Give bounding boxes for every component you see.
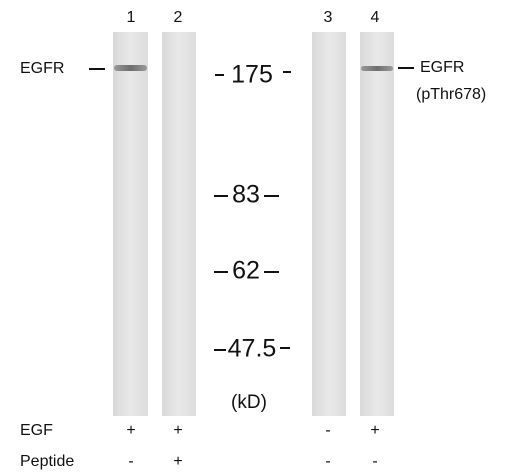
- treatment-sign: +: [173, 422, 182, 439]
- lane: [312, 32, 346, 416]
- protein-label: EGFR: [420, 59, 464, 76]
- lane-number: 3: [324, 9, 333, 26]
- marker-label: 47.5: [228, 335, 277, 363]
- site-label: (pThr678): [416, 86, 486, 103]
- lane: [113, 32, 148, 416]
- marker-label: 83: [232, 181, 260, 209]
- treatment-sign: -: [372, 453, 377, 470]
- band: [114, 65, 147, 71]
- lane-number: 1: [127, 9, 136, 26]
- protein-label: EGFR: [20, 60, 64, 77]
- western-blot: 1 2 3 4 EGFR EGFR (pThr678) 175 83 62 47…: [0, 0, 505, 473]
- marker-label: 62: [232, 257, 260, 285]
- row-label: EGF: [20, 422, 53, 439]
- treatment-sign: +: [173, 453, 182, 470]
- treatment-sign: -: [325, 422, 330, 439]
- treatment-sign: +: [126, 422, 135, 439]
- lane: [162, 32, 196, 416]
- treatment-sign: +: [370, 422, 379, 439]
- row-label: Peptide: [20, 453, 74, 470]
- lane: [360, 32, 394, 416]
- lane-number: 4: [371, 9, 380, 26]
- band: [361, 66, 393, 71]
- marker-label: 175: [231, 61, 273, 89]
- treatment-sign: -: [128, 453, 133, 470]
- unit-label: (kD): [231, 392, 267, 413]
- lane-number: 2: [174, 9, 183, 26]
- treatment-sign: -: [325, 453, 330, 470]
